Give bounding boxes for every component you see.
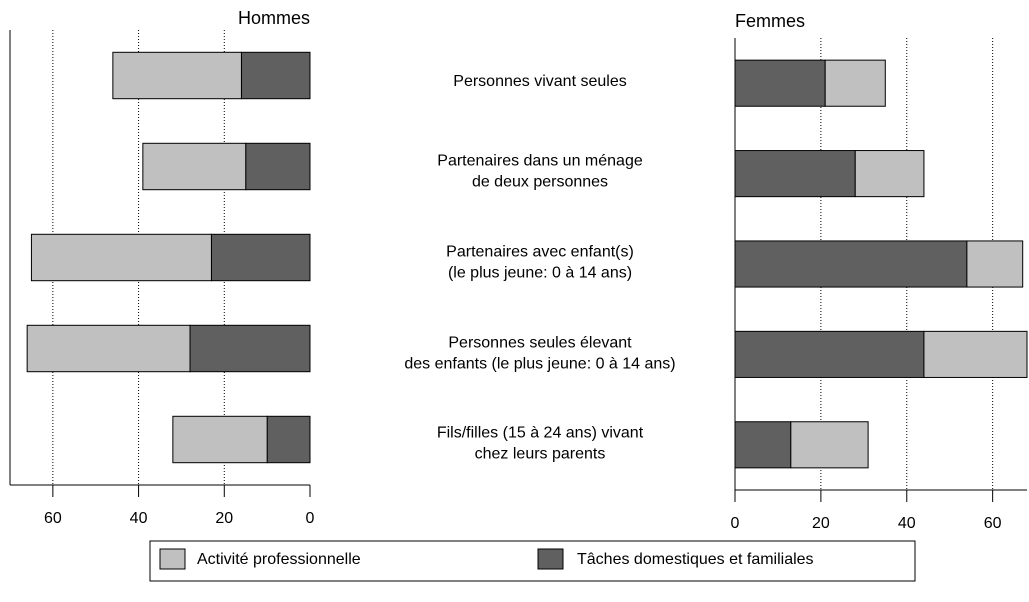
bar-segment <box>240 51 311 100</box>
x-tick-label: 40 <box>130 510 148 527</box>
category-label: Personnes vivant seules <box>453 73 626 90</box>
category-label: des enfants (le plus jeune: 0 à 14 ans) <box>404 356 675 373</box>
category-label: Fils/filles (15 à 24 ans) vivant <box>437 425 644 442</box>
panel-title: Femmes <box>735 11 805 31</box>
x-tick-label: 0 <box>306 510 315 527</box>
bar-segment <box>142 142 247 191</box>
bar-segment <box>734 330 925 378</box>
category-label: Partenaires avec enfant(s) <box>446 244 634 261</box>
x-tick-label: 60 <box>44 510 62 527</box>
panel-title: Hommes <box>238 8 310 28</box>
bar-segment <box>210 233 311 282</box>
bar-segment <box>266 415 311 464</box>
legend-box <box>149 540 916 582</box>
bar-segment <box>30 233 212 282</box>
bar-segment <box>790 421 869 469</box>
bar-segment <box>734 240 968 288</box>
category-label: (le plus jeune: 0 à 14 ans) <box>448 265 632 282</box>
bar-segment <box>734 59 826 107</box>
bar-segment <box>734 150 856 198</box>
x-tick-label: 60 <box>984 515 1002 532</box>
bar-segment <box>26 324 191 373</box>
category-label: Personnes seules élevant <box>448 335 632 352</box>
legend-label: Tâches domestiques et familiales <box>577 551 814 568</box>
legend-swatch <box>537 548 564 570</box>
category-label: de deux personnes <box>472 174 608 191</box>
legend-label: Activité professionnelle <box>197 551 361 568</box>
bar-segment <box>966 240 1024 288</box>
x-tick-label: 40 <box>898 515 916 532</box>
bar-segment <box>923 330 1028 378</box>
bar-segment <box>112 51 242 100</box>
bar-segment <box>854 150 925 198</box>
bar-segment <box>824 59 886 107</box>
x-tick-label: 0 <box>731 515 740 532</box>
legend-swatch <box>159 548 186 570</box>
bar-segment <box>172 415 268 464</box>
bar-segment <box>245 142 311 191</box>
bar-segment <box>734 421 792 469</box>
category-label: Partenaires dans un ménage <box>437 153 643 170</box>
x-tick-label: 20 <box>812 515 830 532</box>
bar-segment <box>189 324 311 373</box>
x-tick-label: 20 <box>215 510 233 527</box>
category-label: chez leurs parents <box>475 446 606 463</box>
